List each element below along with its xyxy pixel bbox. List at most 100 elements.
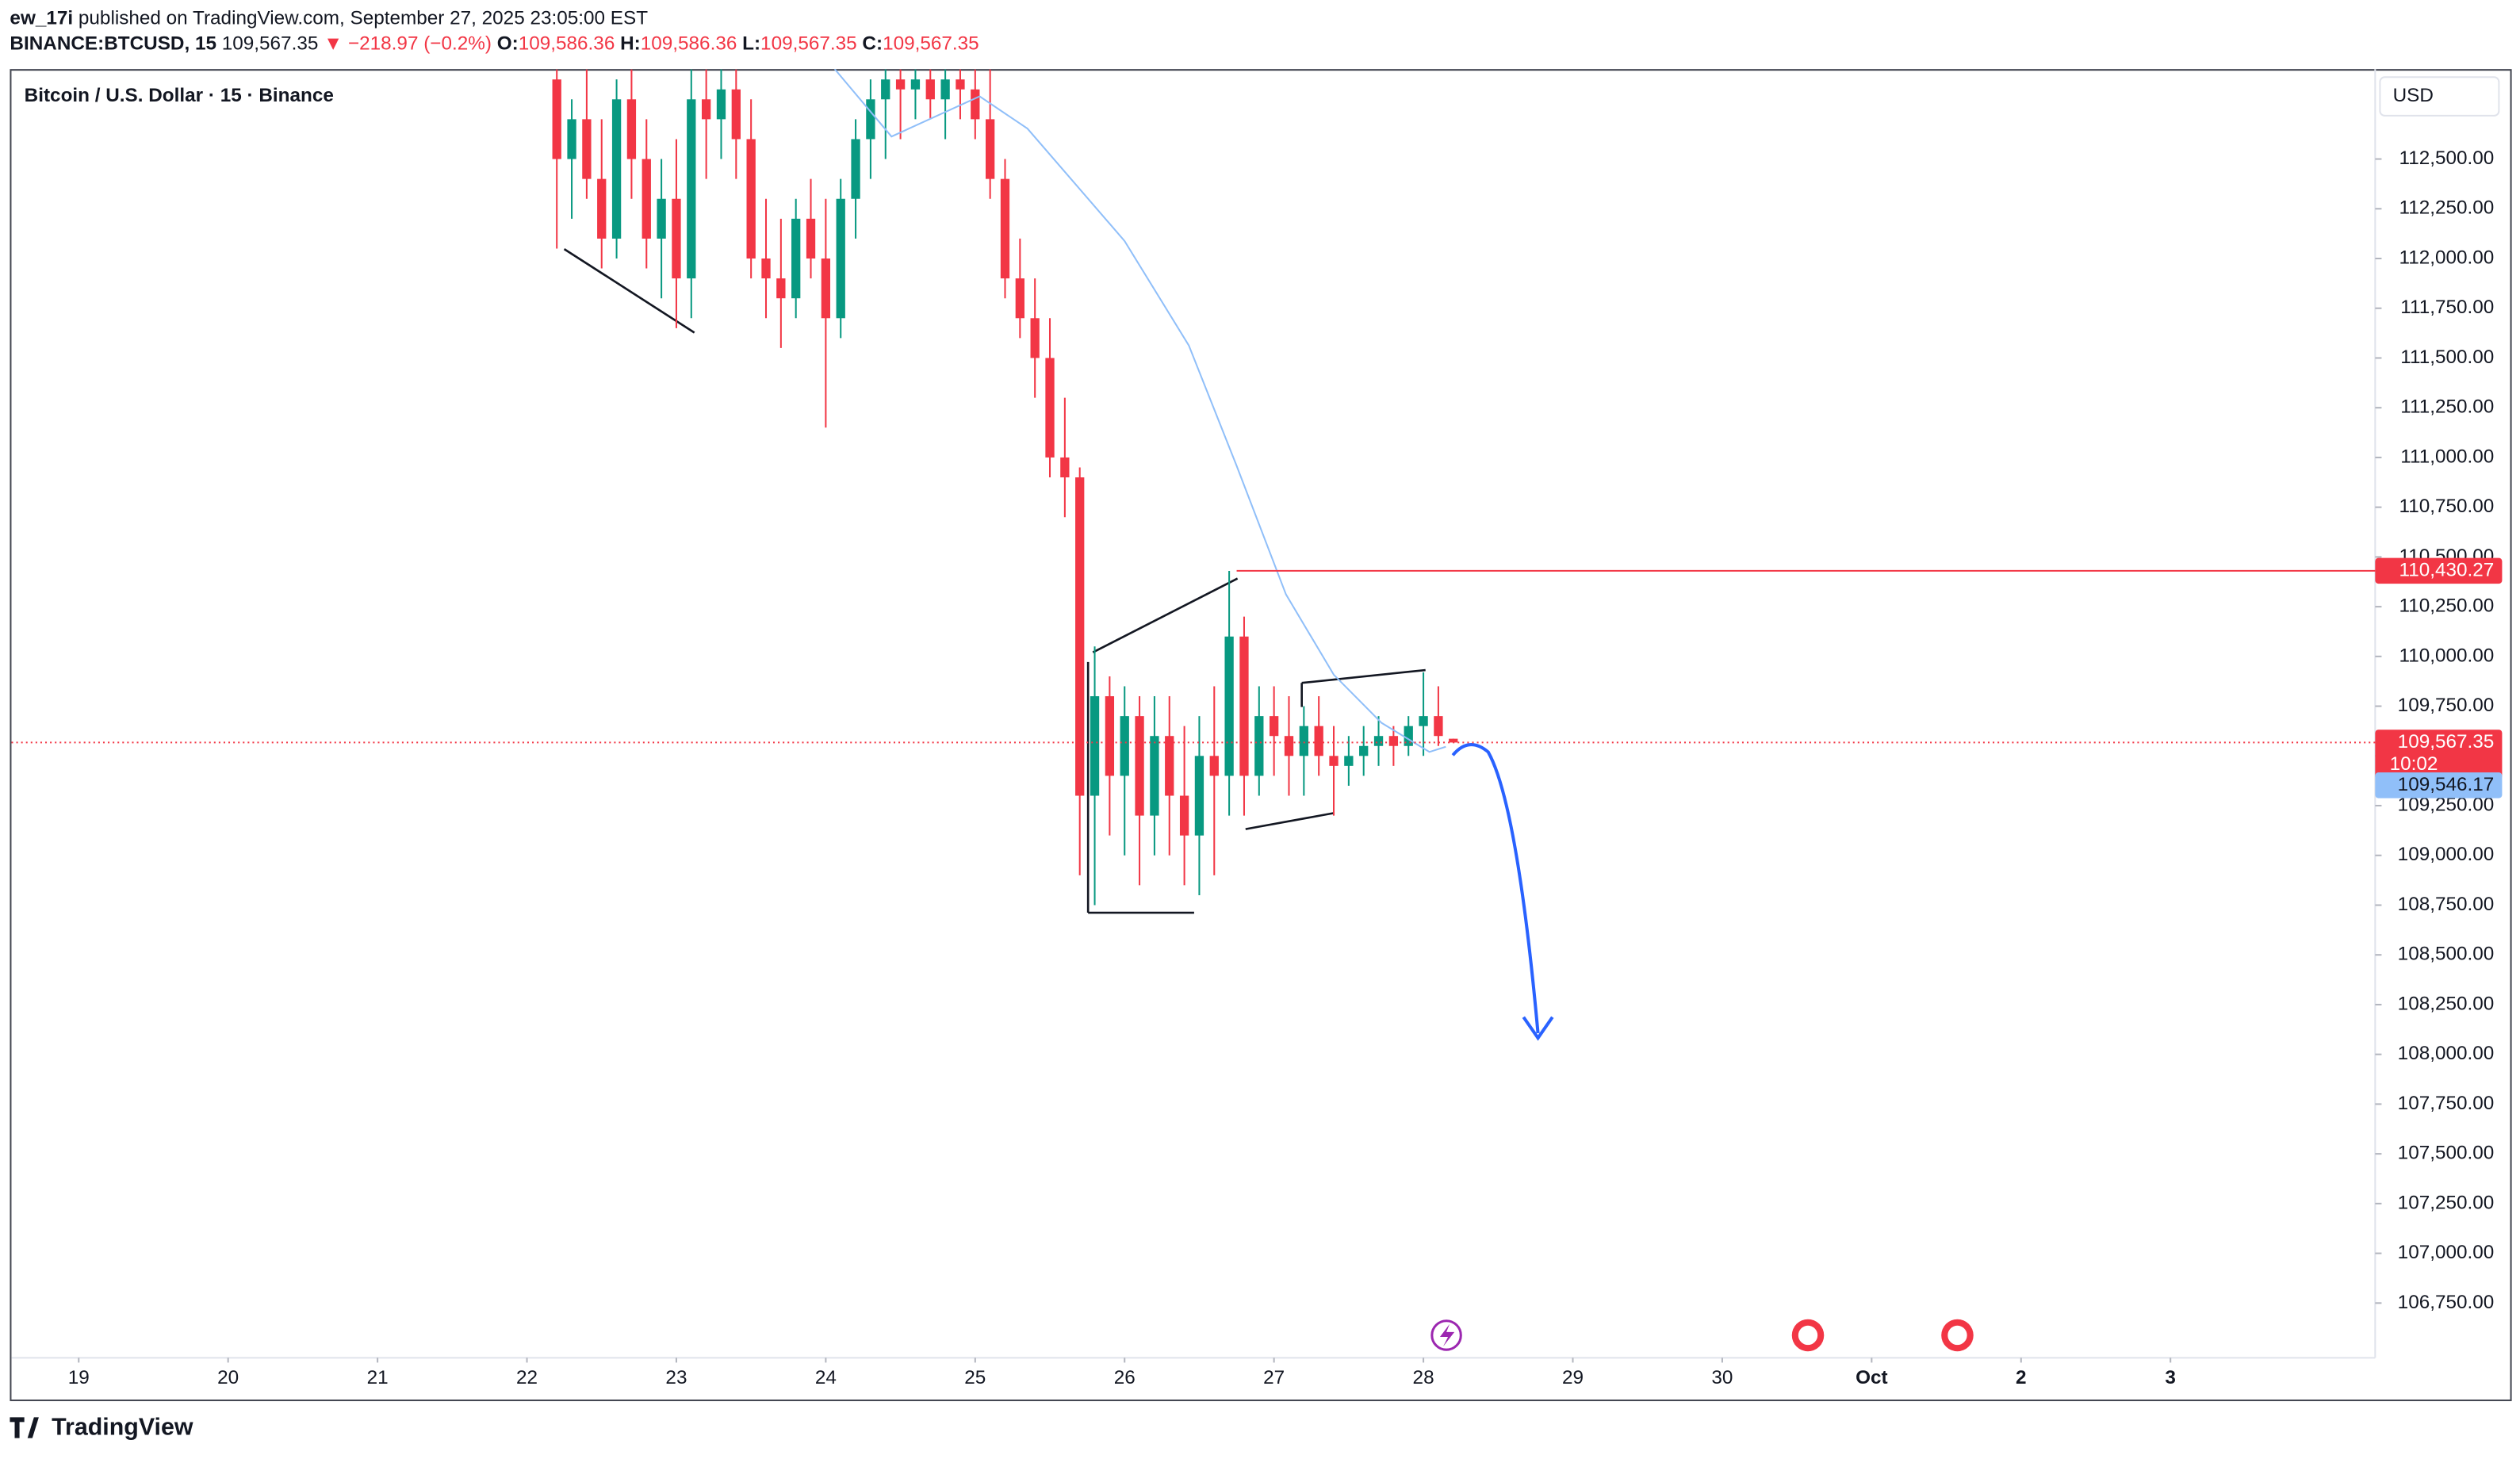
candle-body — [1120, 716, 1129, 776]
x-tick-label: 21 — [367, 1367, 389, 1388]
event-icons — [1430, 1319, 1974, 1352]
candle-body — [1000, 178, 1010, 279]
moving-average — [833, 69, 1446, 753]
y-tick-label: 107,500.00 — [2398, 1143, 2495, 1164]
candle-body — [1090, 696, 1100, 796]
x-tick-label: 26 — [1114, 1367, 1136, 1388]
candle-body — [1194, 756, 1204, 836]
last: 109,567.35 — [222, 33, 319, 55]
y-tick-label: 110,000.00 — [2399, 645, 2494, 666]
candle-body — [687, 99, 696, 279]
candle-body — [851, 139, 860, 199]
brand-logo — [10, 1417, 39, 1438]
y-tick-label: 107,000.00 — [2398, 1242, 2495, 1263]
c-label: C: — [862, 33, 883, 55]
y-tick-label: 110,250.00 — [2399, 595, 2494, 617]
x-tick-label: 24 — [815, 1367, 837, 1388]
y-tick-label: 110,750.00 — [2399, 496, 2494, 517]
y-tick-label: 112,250.00 — [2399, 197, 2494, 219]
legend-title: Bitcoin / U.S. Dollar · 15 · Binance — [25, 85, 334, 106]
candle-body — [1359, 745, 1369, 756]
frame — [10, 69, 2512, 1402]
x-tick-label: 27 — [1263, 1367, 1285, 1388]
header-ohlc: BINANCE:BTCUSD, 15 109,567.35 ▼ −218.97 … — [10, 33, 979, 55]
y-tick-label: 111,000.00 — [2400, 446, 2494, 467]
candle-body — [1344, 756, 1354, 766]
candle-body — [1165, 736, 1174, 796]
y-tick-label: 106,750.00 — [2398, 1292, 2495, 1313]
x-tick-label: Oct — [1856, 1367, 1888, 1388]
projection-arrow — [1451, 743, 1540, 1034]
y-tick-label: 107,750.00 — [2398, 1093, 2495, 1114]
o-label: O: — [497, 33, 519, 55]
icon-glyph — [1947, 1325, 1967, 1346]
x-tick-label: 22 — [516, 1367, 538, 1388]
candle-body — [866, 99, 875, 140]
candle-body — [641, 159, 651, 239]
brand: TradingView — [10, 1414, 193, 1441]
header-line: ew_17i published on TradingView.com, Sep… — [10, 8, 648, 29]
h: 109,586.36 — [641, 33, 737, 55]
candle-body — [940, 79, 950, 100]
x-tick-label: 2 — [2016, 1367, 2027, 1388]
x-tick-label: 23 — [665, 1367, 687, 1388]
change: −218.97 (−0.2%) — [348, 33, 492, 55]
candle-body — [836, 198, 845, 319]
candle-body — [701, 99, 711, 120]
candle-body — [776, 278, 786, 299]
y-tick-label: 108,250.00 — [2398, 993, 2495, 1014]
candle-body — [1075, 477, 1085, 796]
x-tick-label: 29 — [1562, 1367, 1584, 1388]
y-tick-label: 109,750.00 — [2398, 695, 2495, 716]
candle-body — [1329, 756, 1339, 766]
currency-box — [2379, 76, 2500, 117]
candle-body — [881, 79, 890, 100]
candle-body — [791, 218, 801, 299]
drawings — [563, 247, 1426, 914]
candle-body — [567, 119, 576, 159]
published: published on TradingView.com, September … — [79, 8, 648, 29]
candle-body — [597, 178, 607, 239]
author: ew_17i — [10, 8, 73, 29]
candle-body — [1209, 756, 1219, 776]
candle-body — [956, 79, 965, 90]
candle-body — [611, 99, 622, 239]
candle-body — [582, 119, 592, 179]
candle-body — [971, 89, 980, 120]
trend-line — [1092, 577, 1239, 653]
arrow: ▼ — [324, 33, 343, 55]
l-label: L: — [742, 33, 760, 55]
ma-label: 109,546.17 — [2398, 774, 2495, 795]
currency: USD — [2393, 85, 2434, 106]
x-tick-label: 25 — [964, 1367, 986, 1388]
candle-body — [1179, 795, 1189, 836]
candle-body — [1060, 457, 1070, 478]
level-label-box — [2375, 557, 2503, 584]
candle-body — [1239, 636, 1249, 776]
candle-body — [1105, 696, 1115, 776]
ma-label-box — [2375, 772, 2503, 798]
y-tick-label: 112,500.00 — [2399, 147, 2494, 169]
plot — [552, 69, 1458, 914]
candle-body — [1388, 736, 1399, 746]
x-tick-label: 3 — [2165, 1367, 2176, 1388]
y-tick-label: 108,750.00 — [2398, 894, 2495, 915]
x-tick-label: 20 — [217, 1367, 239, 1388]
o: 109,586.36 — [519, 33, 615, 55]
candle-body — [1404, 726, 1413, 746]
icon-glyph — [1439, 1323, 1455, 1347]
candle-body — [1030, 318, 1040, 358]
y-tick-label: 111,500.00 — [2400, 347, 2494, 368]
candle-body — [1135, 716, 1144, 816]
candle-body — [895, 79, 906, 90]
candle-body — [1015, 278, 1024, 319]
candle-body — [1434, 716, 1443, 737]
candle-body — [910, 79, 921, 90]
candle-body — [1269, 716, 1279, 737]
x-tick-label: 30 — [1711, 1367, 1733, 1388]
candle-body — [1314, 726, 1323, 756]
candle-body — [746, 139, 756, 259]
last-price-label: 109,567.35 — [2398, 731, 2495, 752]
